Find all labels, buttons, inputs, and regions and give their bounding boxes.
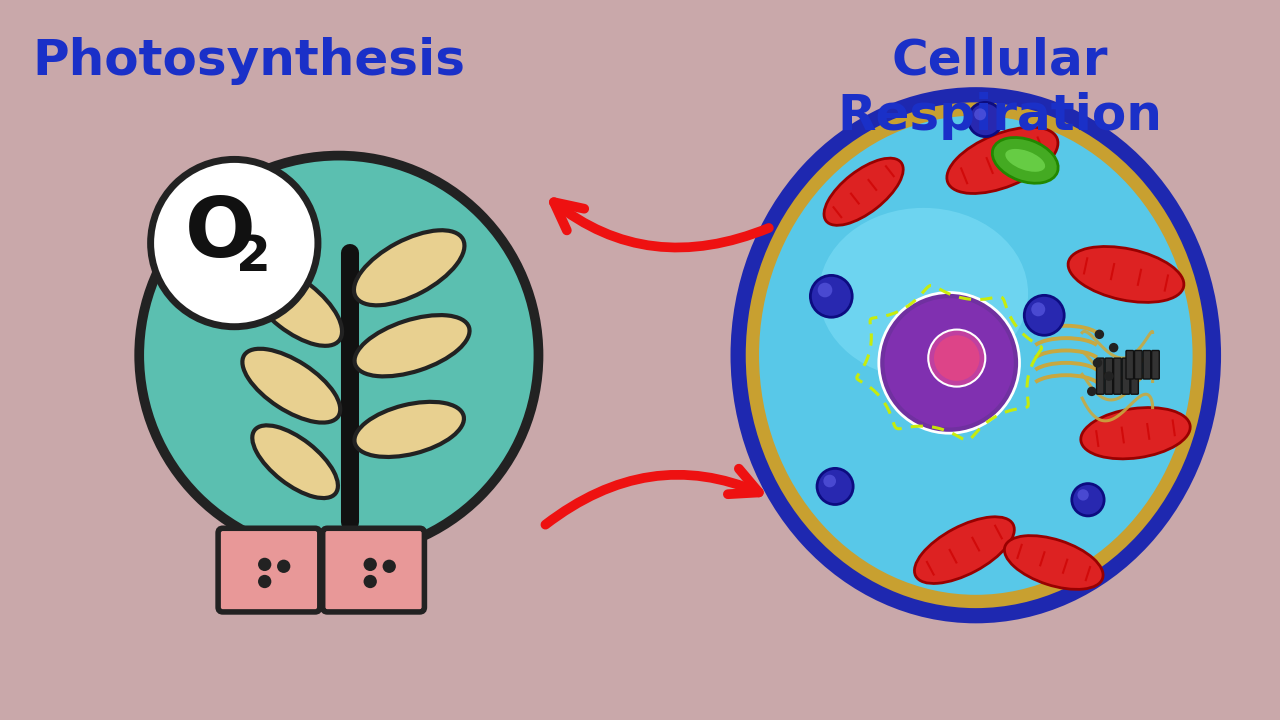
Circle shape bbox=[1105, 372, 1114, 381]
Ellipse shape bbox=[914, 517, 1014, 583]
Text: Cellular
Respiration: Cellular Respiration bbox=[837, 37, 1162, 140]
Ellipse shape bbox=[1005, 536, 1103, 590]
Ellipse shape bbox=[992, 138, 1059, 183]
Circle shape bbox=[276, 559, 291, 573]
Ellipse shape bbox=[355, 230, 465, 305]
Circle shape bbox=[1071, 484, 1105, 516]
FancyBboxPatch shape bbox=[1126, 351, 1134, 379]
Ellipse shape bbox=[819, 208, 1028, 379]
FancyBboxPatch shape bbox=[1143, 351, 1151, 379]
Ellipse shape bbox=[1080, 408, 1190, 459]
Ellipse shape bbox=[252, 426, 338, 498]
Ellipse shape bbox=[731, 87, 1221, 624]
Ellipse shape bbox=[746, 102, 1206, 608]
FancyBboxPatch shape bbox=[218, 528, 320, 612]
FancyBboxPatch shape bbox=[1152, 351, 1160, 379]
Ellipse shape bbox=[242, 348, 340, 423]
Circle shape bbox=[884, 298, 1014, 428]
Ellipse shape bbox=[1068, 246, 1184, 302]
FancyBboxPatch shape bbox=[1105, 358, 1112, 395]
Circle shape bbox=[1024, 295, 1064, 336]
Ellipse shape bbox=[248, 266, 342, 346]
Circle shape bbox=[1087, 387, 1097, 396]
FancyBboxPatch shape bbox=[1123, 358, 1130, 395]
Circle shape bbox=[810, 275, 852, 318]
FancyBboxPatch shape bbox=[1097, 358, 1105, 395]
Circle shape bbox=[1078, 490, 1089, 500]
Circle shape bbox=[259, 575, 271, 588]
Circle shape bbox=[364, 575, 376, 588]
Text: Photosynthesis: Photosynthesis bbox=[32, 37, 465, 85]
Circle shape bbox=[934, 336, 979, 381]
FancyBboxPatch shape bbox=[1114, 358, 1121, 395]
Circle shape bbox=[383, 559, 396, 573]
Circle shape bbox=[1108, 343, 1119, 352]
Text: O: O bbox=[184, 193, 256, 274]
Circle shape bbox=[823, 474, 836, 487]
FancyBboxPatch shape bbox=[1134, 351, 1142, 379]
Ellipse shape bbox=[355, 315, 470, 377]
Circle shape bbox=[818, 283, 832, 297]
Circle shape bbox=[151, 159, 317, 327]
Circle shape bbox=[817, 469, 854, 505]
Text: 2: 2 bbox=[236, 233, 271, 282]
FancyBboxPatch shape bbox=[1130, 358, 1138, 395]
Circle shape bbox=[968, 102, 1002, 137]
FancyBboxPatch shape bbox=[323, 528, 425, 612]
Circle shape bbox=[974, 108, 986, 120]
Ellipse shape bbox=[355, 402, 463, 457]
Ellipse shape bbox=[824, 158, 904, 225]
Ellipse shape bbox=[947, 127, 1059, 194]
Circle shape bbox=[140, 156, 539, 555]
Circle shape bbox=[1094, 330, 1105, 339]
Circle shape bbox=[928, 330, 986, 387]
Circle shape bbox=[259, 558, 271, 571]
Ellipse shape bbox=[1005, 149, 1046, 172]
Circle shape bbox=[1032, 302, 1046, 316]
Circle shape bbox=[1093, 358, 1102, 368]
Ellipse shape bbox=[759, 116, 1193, 595]
Circle shape bbox=[364, 558, 376, 571]
Circle shape bbox=[879, 292, 1019, 433]
